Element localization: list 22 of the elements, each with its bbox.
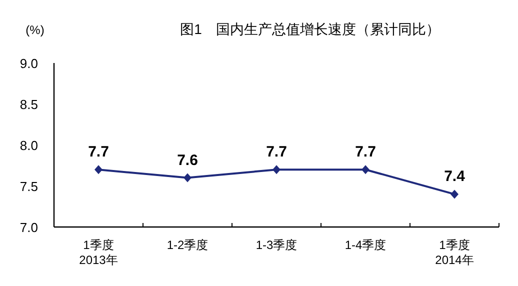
y-tick-label: 9.0 [20,56,38,71]
chart-title: 图1 国内生产总值增长速度（累计同比） [180,21,440,37]
data-label: 7.4 [444,168,466,186]
y-tick-label: 8.5 [20,97,38,112]
y-tick-label: 8.0 [20,138,38,153]
x-tick-label: 1-2季度 [166,238,208,252]
x-tick-label: 1季度 2014年 [435,238,474,267]
x-tick-label: 1-3季度 [256,238,298,252]
x-tick-label: 1季度 2013年 [79,238,118,267]
point [184,173,192,182]
y-axis-title: (%) [26,23,44,37]
point [94,165,102,174]
y-tick-label: 7.0 [20,220,38,235]
data-label: 7.7 [355,144,376,161]
data-label: 7.7 [88,144,109,161]
data-label: 7.6 [177,152,198,169]
y-tick-label: 7.5 [20,179,38,194]
point [362,165,370,174]
data-label: 7.7 [266,144,287,161]
x-tick-label: 1-4季度 [344,238,386,252]
point [272,165,280,174]
point [450,190,458,199]
